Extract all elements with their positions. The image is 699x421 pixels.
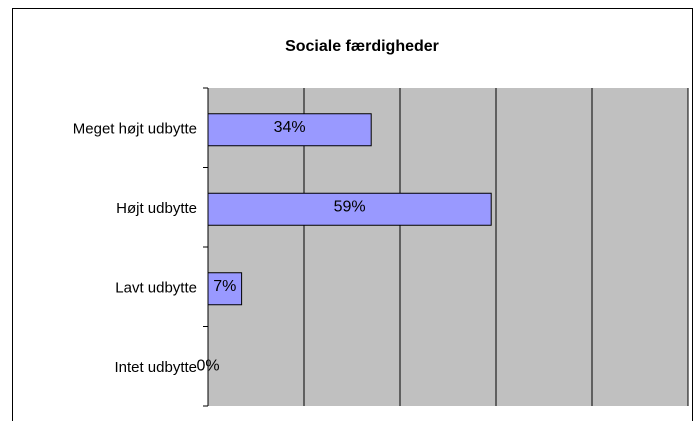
bar bbox=[207, 192, 492, 226]
data-label: 59% bbox=[334, 198, 366, 215]
y-tick-label: Intet udbytte bbox=[114, 359, 197, 376]
data-label: 34% bbox=[274, 119, 306, 136]
y-tick-label: Højt udbytte bbox=[116, 200, 197, 217]
data-label: 0% bbox=[196, 357, 219, 374]
bar bbox=[207, 272, 243, 306]
chart-title: Sociale færdigheder bbox=[285, 38, 439, 55]
y-tick-label: Meget højt udbytte bbox=[73, 121, 197, 138]
data-label: 7% bbox=[213, 278, 236, 295]
bar bbox=[207, 113, 372, 147]
y-tick-label: Lavt udbytte bbox=[115, 280, 197, 297]
